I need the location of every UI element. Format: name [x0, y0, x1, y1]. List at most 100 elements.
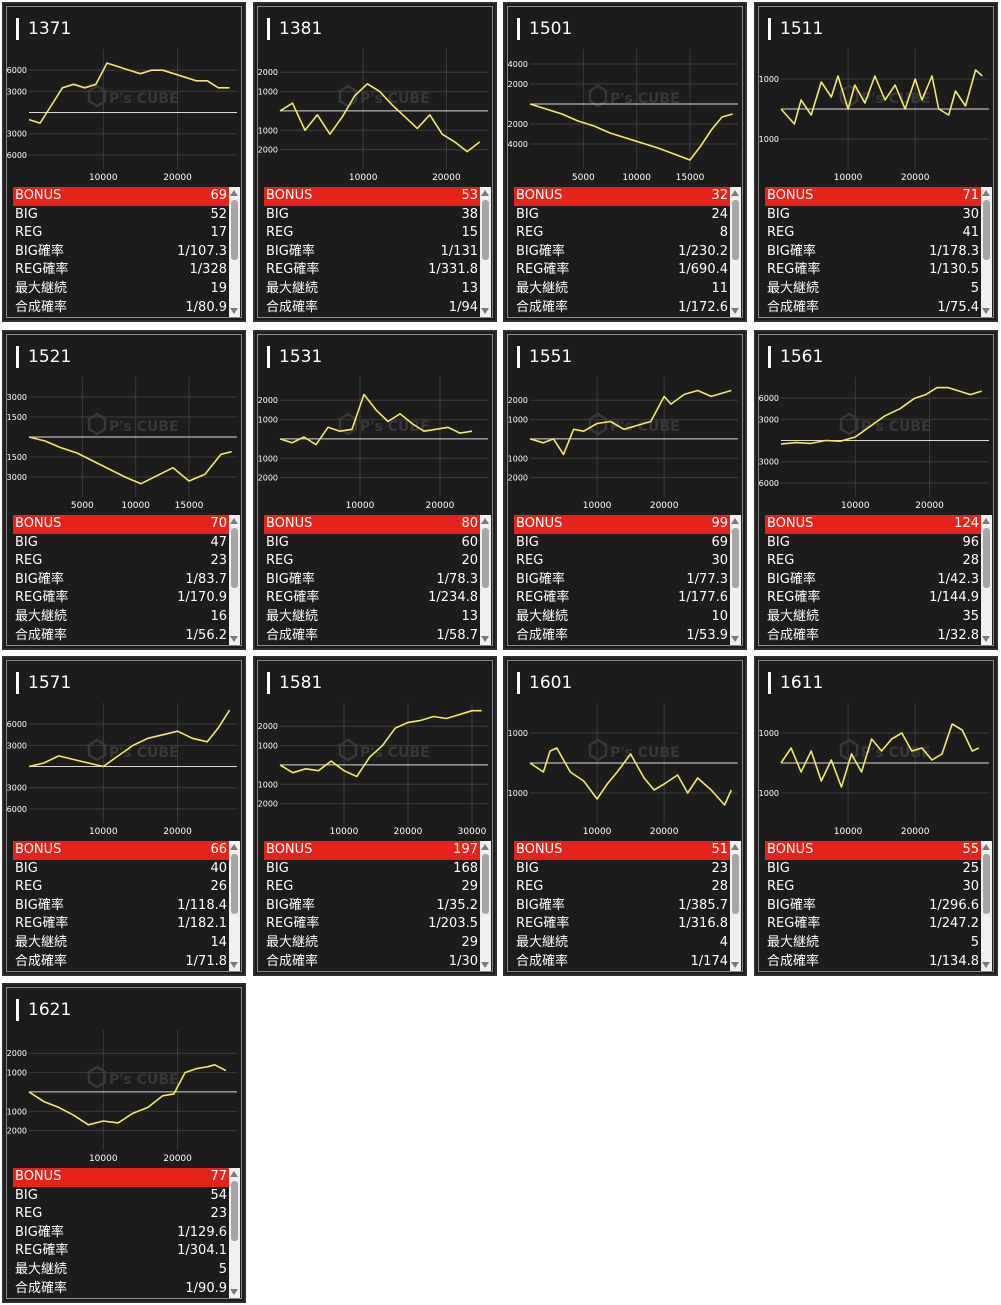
- scroll-down-arrow-icon[interactable]: [982, 308, 990, 314]
- stats-scrollbar[interactable]: [730, 187, 741, 317]
- stat-value: 1/90.9: [185, 1280, 227, 1296]
- scroll-up-arrow-icon[interactable]: [481, 518, 489, 524]
- slump-series-line: [28, 62, 230, 124]
- x-tick-label: 20000: [915, 501, 944, 511]
- stat-value: 51: [711, 842, 728, 857]
- y-tick-label: 3000: [7, 87, 27, 96]
- scroll-up-arrow-icon[interactable]: [982, 844, 990, 850]
- scroll-thumb[interactable]: [482, 854, 489, 914]
- machine-card[interactable]: 1571 P's CUBE 10000 20000 6000 3000 -3000 -6000…: [2, 656, 246, 976]
- machine-card[interactable]: 1381 P's CUBE 10000 20000 2000 1000 -1000 -2000…: [253, 2, 497, 322]
- stat-row-bonus: BONUS 124: [765, 515, 981, 534]
- machine-card[interactable]: 1531 P's CUBE 10000 20000 2000 1000 -1000 -2000…: [253, 330, 497, 650]
- y-tick-label: -1000: [508, 789, 528, 798]
- scroll-up-arrow-icon[interactable]: [230, 844, 238, 850]
- stat-value: 28: [711, 879, 728, 895]
- stats-scrollbar[interactable]: [981, 515, 992, 645]
- stat-label: 合成確率: [15, 299, 68, 315]
- stat-label: BIG確率: [15, 897, 64, 913]
- stat-row-max-streak: 最大継続 13: [264, 280, 480, 299]
- scroll-thumb[interactable]: [983, 200, 990, 260]
- stat-label: BIG: [266, 206, 289, 222]
- scroll-up-arrow-icon[interactable]: [481, 190, 489, 196]
- y-tick-label: 6000: [7, 66, 27, 75]
- scroll-down-arrow-icon[interactable]: [481, 962, 489, 968]
- stats-scrollbar[interactable]: [730, 515, 741, 645]
- slump-chart: P's CUBE 10000 20000 6000 3000 -3000 -6000: [7, 703, 237, 837]
- stat-value: 1/296.6: [929, 897, 979, 913]
- scroll-thumb[interactable]: [231, 200, 238, 260]
- scroll-down-arrow-icon[interactable]: [230, 636, 238, 642]
- cube-logo-icon: [87, 738, 107, 762]
- stat-value: 53: [461, 188, 478, 203]
- scroll-thumb[interactable]: [231, 854, 238, 914]
- scroll-down-arrow-icon[interactable]: [731, 308, 739, 314]
- scroll-up-arrow-icon[interactable]: [731, 844, 739, 850]
- machine-card[interactable]: 1521 P's CUBE 5000 10000 15000 3000 1500 -1500 -…: [2, 330, 246, 650]
- slump-chart: P's CUBE 10000 20000 2000 1000 -1000 -2000: [258, 49, 488, 183]
- scroll-down-arrow-icon[interactable]: [230, 308, 238, 314]
- stat-value: 29: [461, 934, 478, 950]
- stat-row-total-rate: 合成確率 1/58.7: [264, 627, 480, 646]
- scroll-up-arrow-icon[interactable]: [230, 1171, 238, 1177]
- stat-value: 1/234.8: [428, 590, 478, 606]
- stats-scrollbar[interactable]: [480, 841, 491, 971]
- scroll-thumb[interactable]: [983, 528, 990, 588]
- scroll-up-arrow-icon[interactable]: [230, 518, 238, 524]
- x-tick-label: 20000: [163, 1154, 192, 1164]
- scroll-up-arrow-icon[interactable]: [731, 518, 739, 524]
- scroll-up-arrow-icon[interactable]: [481, 844, 489, 850]
- stats-scrollbar[interactable]: [480, 515, 491, 645]
- cube-logo-icon: [87, 84, 107, 108]
- stat-row-big: BIG 40: [13, 860, 229, 879]
- slump-chart: P's CUBE 5000 10000 15000 4000 2000 -2000 -4000: [508, 49, 738, 183]
- scroll-down-arrow-icon[interactable]: [481, 636, 489, 642]
- watermark-logo: P's CUBE: [588, 738, 680, 762]
- scroll-thumb[interactable]: [983, 854, 990, 914]
- machine-card[interactable]: 1611 P's CUBE 10000 20000 1000 -1000 BONUS 55 BI…: [754, 656, 998, 976]
- stat-label: 最大継続: [767, 280, 820, 296]
- stat-label: BONUS: [266, 188, 313, 203]
- machine-card[interactable]: 1551 P's CUBE 10000 20000 2000 1000 -1000 -2000…: [503, 330, 747, 650]
- scroll-thumb[interactable]: [732, 854, 739, 914]
- machine-card[interactable]: 1581 P's CUBE 10000 20000 30000 2000 1000 -1000…: [253, 656, 497, 976]
- stats-scrollbar[interactable]: [229, 515, 240, 645]
- scroll-thumb[interactable]: [482, 200, 489, 260]
- stats-scrollbar[interactable]: [229, 187, 240, 317]
- machine-card[interactable]: 1511 P's CUBE 10000 20000 1000 -1000 BONUS 71 BI…: [754, 2, 998, 322]
- stat-row-reg: REG 30: [514, 552, 730, 571]
- scroll-down-arrow-icon[interactable]: [731, 636, 739, 642]
- scroll-up-arrow-icon[interactable]: [982, 518, 990, 524]
- stats-scrollbar[interactable]: [730, 841, 741, 971]
- scroll-up-arrow-icon[interactable]: [230, 190, 238, 196]
- scroll-down-arrow-icon[interactable]: [230, 1289, 238, 1295]
- scroll-down-arrow-icon[interactable]: [982, 962, 990, 968]
- scroll-thumb[interactable]: [732, 200, 739, 260]
- machine-card[interactable]: 1601 P's CUBE 10000 20000 1000 -1000 BONUS 51 BI…: [503, 656, 747, 976]
- scroll-thumb[interactable]: [231, 1181, 238, 1241]
- stat-label: 合成確率: [15, 627, 68, 643]
- scroll-down-arrow-icon[interactable]: [481, 308, 489, 314]
- scroll-down-arrow-icon[interactable]: [982, 636, 990, 642]
- stats-scrollbar[interactable]: [981, 187, 992, 317]
- scroll-thumb[interactable]: [732, 528, 739, 588]
- stat-value: 1/71.8: [185, 953, 227, 969]
- scroll-up-arrow-icon[interactable]: [731, 190, 739, 196]
- stat-label: BIG確率: [767, 243, 816, 259]
- machine-card[interactable]: 1561 P's CUBE 10000 20000 6000 3000 -3000 -6000…: [754, 330, 998, 650]
- scroll-down-arrow-icon[interactable]: [230, 962, 238, 968]
- machine-card[interactable]: 1621 P's CUBE 10000 20000 2000 1000 -1000 -2000…: [2, 983, 246, 1303]
- machine-card[interactable]: 1501 P's CUBE 5000 10000 15000 4000 2000 -2000 -…: [503, 2, 747, 322]
- stat-label: 合成確率: [767, 299, 820, 315]
- scroll-down-arrow-icon[interactable]: [731, 962, 739, 968]
- stats-scrollbar[interactable]: [229, 1168, 240, 1298]
- cube-logo-icon: [588, 412, 608, 436]
- machine-card[interactable]: 1371 P's CUBE 10000 20000 6000 3000 -3000 -6000…: [2, 2, 246, 322]
- stat-label: REG確率: [516, 262, 570, 278]
- scroll-up-arrow-icon[interactable]: [982, 190, 990, 196]
- stats-scrollbar[interactable]: [981, 841, 992, 971]
- scroll-thumb[interactable]: [231, 528, 238, 588]
- stats-scrollbar[interactable]: [480, 187, 491, 317]
- scroll-thumb[interactable]: [482, 528, 489, 588]
- stats-scrollbar[interactable]: [229, 841, 240, 971]
